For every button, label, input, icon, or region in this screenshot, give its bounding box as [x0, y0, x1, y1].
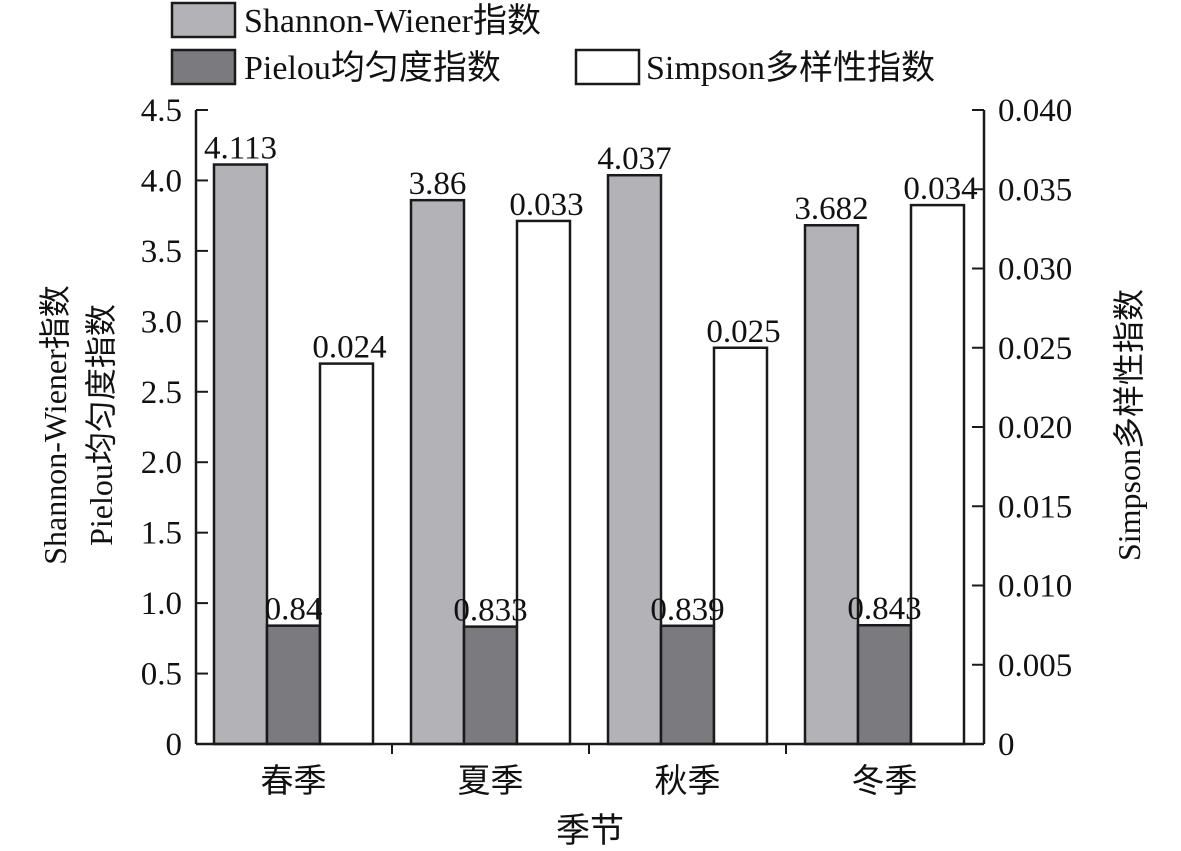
y-right-tick-label: 0.010: [998, 569, 1072, 605]
axes: 春季 夏季 秋季 冬季 0 0.5 1.0 1.5 2.0 2.5 3.0 3.5 4.0 4.5 0 0.0…: [141, 93, 1073, 800]
y-left-tick-label: 4.5: [141, 93, 182, 129]
data-label: 3.682: [794, 191, 868, 227]
bar-0-2: [606, 173, 663, 746]
x-tick-label: 春季: [261, 763, 327, 800]
y-right-tick-label: 0.005: [998, 648, 1072, 684]
x-tick-label: 夏季: [458, 763, 524, 800]
legend-swatch-0: [170, 1, 237, 39]
y-left-tick-label: 1.0: [141, 586, 182, 622]
x-tick-label: 冬季: [852, 763, 918, 800]
y-left-tick-label: 0: [166, 727, 183, 763]
data-label: 3.86: [409, 166, 467, 202]
y-left-tick-label: 3.5: [141, 234, 182, 270]
y-axis-title-left-2: Pielou均匀度指数: [83, 304, 119, 546]
data-label: 0.839: [650, 592, 724, 628]
bar-0-3: [803, 223, 860, 746]
data-label: 4.113: [204, 131, 277, 167]
bar-2-3: [909, 203, 966, 746]
legend-label: Pielou均匀度指数: [244, 49, 501, 87]
data-label: 0.84: [265, 592, 323, 628]
data-label: 0.833: [453, 593, 527, 629]
data-label: 4.037: [597, 141, 671, 177]
legend-label: Simpson多样性指数: [646, 49, 935, 87]
y-axis-title-left-1: Shannon-Wiener指数: [37, 285, 73, 565]
data-label: 0.843: [847, 591, 921, 627]
x-tick-label: 秋季: [655, 763, 721, 800]
y-right-tick-label: 0.025: [998, 331, 1072, 367]
data-label: 0.024: [312, 330, 386, 366]
y-right-tick-label: 0.035: [998, 172, 1072, 208]
y-left-tick-label: 4.0: [141, 163, 182, 199]
bar-2-2: [712, 346, 769, 746]
y-right-tick-label: 0: [998, 727, 1015, 763]
legend-swatch-1: [170, 48, 237, 86]
y-left-tick-label: 0.5: [141, 657, 182, 693]
data-label: 0.034: [903, 171, 977, 207]
x-axis-title: 季节: [556, 812, 624, 850]
y-right-tick-label: 0.040: [998, 93, 1072, 129]
y-left-tick-label: 3.0: [141, 304, 182, 340]
legend-swatch-2: [574, 48, 641, 86]
legend: Shannon-Wiener指数 Pielou均匀度指数 Simpson多样性指数: [170, 1, 935, 87]
bar-2-0: [318, 362, 375, 746]
legend-label: Shannon-Wiener指数: [244, 2, 541, 40]
bar-1-0: [265, 624, 322, 746]
y-left-tick-label: 2.0: [141, 445, 182, 481]
data-label: 0.025: [706, 314, 780, 350]
y-right-tick-label: 0.030: [998, 252, 1072, 288]
y-left-tick-label: 1.5: [141, 516, 182, 552]
data-labels: 4.113 0.84 0.024 3.86 0.833 0.033 4.037 0.839 0.…: [204, 131, 978, 629]
bar-0-0: [212, 163, 269, 746]
data-label: 0.033: [509, 187, 583, 223]
bar-1-1: [462, 625, 519, 746]
bar-1-3: [856, 623, 913, 746]
bars: [212, 163, 966, 746]
y-axis-title-right: Simpson多样性指数: [1111, 289, 1147, 561]
bar-2-1: [515, 219, 572, 746]
y-left-tick-label: 2.5: [141, 375, 182, 411]
y-right-tick-label: 0.015: [998, 489, 1072, 525]
y-right-tick-label: 0.020: [998, 410, 1072, 446]
bar-0-1: [409, 198, 466, 746]
bar-1-2: [659, 624, 716, 746]
